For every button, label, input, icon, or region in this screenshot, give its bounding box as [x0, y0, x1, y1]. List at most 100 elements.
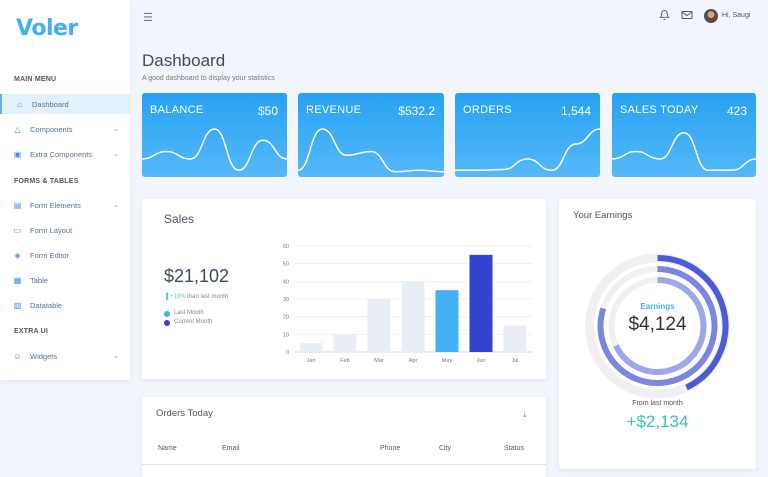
sidebar-item-dashboard[interactable]: ⌂ Dashboard: [0, 94, 130, 114]
sparkline-path: [455, 128, 600, 172]
earnings-label: Earnings: [640, 302, 675, 311]
mail-icon[interactable]: [681, 9, 693, 24]
sidebar-item-label: Widgets: [30, 351, 58, 361]
section-extra-ui: EXTRA UI: [14, 328, 49, 335]
legend-dot-current-month: [164, 320, 170, 326]
sparkline: [455, 128, 600, 172]
sidebar-item-label: Extra Components: [30, 149, 93, 159]
bell-icon[interactable]: [658, 9, 671, 24]
stat-card-sales-today: SALES TODAY 423: [612, 93, 756, 177]
legend-current-month: Current Month: [174, 319, 213, 325]
sales-title: Sales: [164, 212, 195, 226]
earnings-radial-chart: [585, 253, 730, 399]
download-icon[interactable]: ⤓: [523, 410, 527, 419]
earnings-title: Your Earnings: [573, 210, 633, 221]
column-phone[interactable]: Phone: [380, 445, 401, 452]
briefcase-icon: ▣: [13, 149, 22, 159]
bar-jul: [503, 325, 527, 352]
column-email[interactable]: Email: [222, 445, 240, 452]
sales-bar-chart: 0 10 20 30 40 50 60 Jan Feb Mar Apr May Jun Jul: [283, 244, 532, 364]
user-greeting[interactable]: Hi, Saugi: [722, 12, 751, 19]
sidebar-item-datatable[interactable]: ▧ Datatable: [0, 295, 130, 315]
stat-label: REVENUE: [306, 104, 362, 116]
section-forms-tables: FORMS & TABLES: [14, 178, 79, 185]
sparkline-path: [298, 128, 444, 173]
x-tick-label: May: [442, 358, 453, 364]
bar-jun: [469, 254, 493, 352]
table-header-divider: [142, 464, 546, 465]
sales-change: ▐ +19% than last month: [164, 294, 228, 300]
chevron-down-icon[interactable]: ⌄: [113, 151, 119, 158]
sales-total: $21,102: [164, 266, 230, 286]
chevron-down-icon[interactable]: ⌄: [113, 126, 119, 133]
file-plus-icon: ▧: [13, 300, 22, 310]
ring-2: [597, 266, 718, 386]
stat-card-revenue: REVENUE $532.2: [298, 93, 444, 177]
legend-last-month: Last Month: [174, 310, 204, 316]
x-tick-label: Mar: [374, 358, 384, 364]
earnings-value: $4,124: [628, 314, 687, 335]
chevron-down-icon[interactable]: ⌄: [113, 202, 119, 209]
stat-card-balance: BALANCE $50: [142, 93, 287, 177]
stat-label: ORDERS: [463, 104, 512, 116]
triangle-icon: △: [14, 124, 21, 134]
file-text-icon: ▤: [13, 200, 22, 210]
bar-mar: [367, 299, 391, 352]
bar-chart-icon: ▐: [164, 294, 169, 300]
stat-value: $532.2: [398, 104, 435, 118]
avatar[interactable]: [704, 9, 718, 23]
sales-change-text: than last month: [187, 294, 229, 300]
sales-card: Sales $21,102 ▐ +19% than last month Las…: [142, 199, 546, 379]
sidebar: Voler MAIN MENU FORMS & TABLES EXTRA UI …: [0, 0, 130, 380]
orders-title: Orders Today: [156, 408, 213, 419]
grid-icon: ▦: [13, 275, 22, 285]
y-tick-label: 20: [283, 315, 289, 321]
stat-value: $50: [257, 104, 278, 118]
sidebar-item-table[interactable]: ▦ Table: [0, 270, 130, 290]
chevron-down-icon[interactable]: ⌄: [113, 353, 119, 360]
sparkline-path: [612, 131, 756, 171]
sidebar-item-widgets[interactable]: ☺ Widgets ⌄: [0, 346, 130, 366]
sidebar-item-form-elements[interactable]: ▤ Form Elements ⌄: [0, 195, 130, 215]
x-tick-label: Jan: [307, 358, 316, 364]
bar-jan: [299, 343, 323, 352]
y-tick-label: 30: [283, 297, 289, 303]
bar-may: [435, 290, 459, 352]
stat-value: 423: [726, 104, 747, 118]
orders-card: Orders Today ⤓: [142, 397, 546, 477]
y-tick-label: 10: [283, 332, 289, 338]
sidebar-item-label: Dashboard: [32, 99, 69, 109]
sales-change-percent: +19%: [169, 294, 186, 300]
stat-label: BALANCE: [150, 104, 204, 116]
x-tick-label: Feb: [340, 358, 349, 364]
ring-1: [657, 255, 729, 391]
sparkline: [298, 128, 444, 173]
y-tick-label: 40: [283, 279, 289, 285]
sidebar-item-label: Table: [30, 275, 48, 285]
sidebar-item-label: Form Elements: [30, 200, 81, 210]
layers-icon: ◈: [14, 250, 21, 260]
sidebar-item-extra-components[interactable]: ▣ Extra Components ⌄: [0, 144, 130, 164]
sparkline-path: [142, 128, 287, 172]
sidebar-item-label: Datatable: [30, 300, 63, 310]
earnings-card: Your Earnings Earnings $4,124 From last …: [559, 199, 756, 469]
y-tick-label: 0: [286, 350, 289, 356]
stat-card-orders: ORDERS 1,544: [455, 93, 600, 177]
ring-3: [613, 277, 707, 375]
column-name[interactable]: Name: [158, 445, 177, 452]
sidebar-item-form-editor[interactable]: ◈ Form Editor: [0, 245, 130, 265]
sidebar-item-components[interactable]: △ Components ⌄: [0, 119, 130, 139]
menu-icon[interactable]: ☰: [143, 12, 153, 24]
x-tick-label: Jun: [477, 358, 486, 364]
column-status[interactable]: Status: [504, 445, 524, 452]
from-last-month-label: From last month: [632, 400, 683, 407]
x-tick-label: Jul: [511, 358, 518, 364]
sidebar-item-label: Form Editor: [30, 250, 70, 260]
sidebar-item-label: Form Layout: [30, 225, 73, 235]
column-city[interactable]: City: [439, 445, 452, 452]
section-main-menu: MAIN MENU: [14, 76, 57, 83]
logo[interactable]: Voler: [16, 16, 78, 41]
sidebar-item-form-layout[interactable]: ▭ Form Layout: [0, 220, 130, 240]
layout-icon: ▭: [13, 225, 22, 235]
bar-feb: [333, 334, 357, 352]
